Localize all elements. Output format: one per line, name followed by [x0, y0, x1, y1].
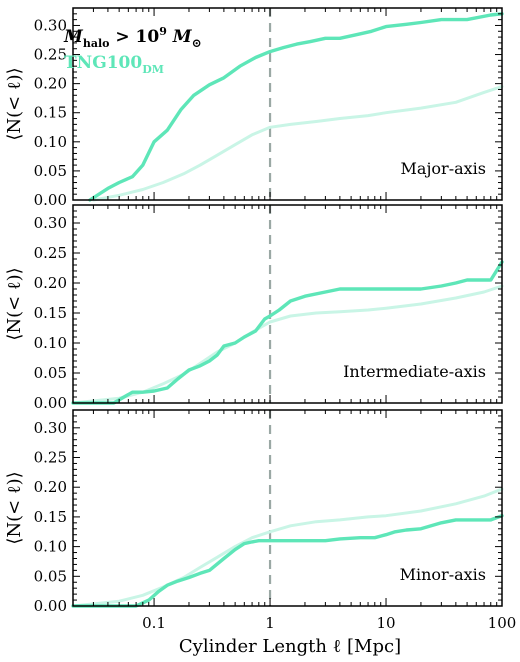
y-tick-label: 0.25: [34, 244, 67, 262]
series-line-faint: [91, 85, 504, 202]
series-line-tng100dm: [71, 260, 504, 405]
panel-minor-axis: 0.00 0.05 0.10 0.15 0.20 0.25 0.30 0.1 1 10 100 Min…: [4, 409, 517, 632]
panel-label: Major-axis: [401, 159, 486, 178]
y-tick-label: 0.30: [34, 16, 67, 34]
y-tick-label: 0.00: [34, 191, 67, 209]
panel-intermediate-axis: 0.00 0.05 0.10 0.15 0.20 0.25 0.30 Intermediate…: [4, 204, 504, 412]
y-tick-label: 0.05: [34, 364, 67, 382]
y-tick-label: 0.20: [34, 274, 67, 292]
y-tick-label: 0.20: [34, 478, 67, 496]
series-line-tng100dm: [71, 514, 504, 608]
series-line-faint: [71, 487, 504, 608]
panel-label: Intermediate-axis: [343, 362, 486, 381]
panel-label: Minor-axis: [400, 565, 486, 584]
x-tick-label: 1: [265, 614, 275, 632]
legend-mass-cut: Mhalo > 109 M⊙: [63, 25, 202, 50]
y-tick-label: 0.00: [34, 597, 67, 615]
y-tick-label: 0.05: [34, 567, 67, 585]
y-tick-label: 0.30: [34, 214, 67, 232]
y-tick-label: 0.15: [34, 508, 67, 526]
y-axis-title: ⟨N(< ℓ)⟩: [4, 471, 25, 544]
axes-frame: [72, 7, 503, 201]
y-tick-label: 0.00: [34, 394, 67, 412]
y-tick-label: 0.25: [34, 46, 67, 64]
y-tick-label: 0.10: [34, 334, 67, 352]
y-tick-label: 0.10: [34, 133, 67, 151]
x-tick-label: 100: [488, 614, 517, 632]
x-axis-title: Cylinder Length ℓ [Mpc]: [179, 636, 401, 657]
series-line-faint: [71, 284, 504, 405]
axes-frame: [72, 204, 503, 404]
y-tick-label: 0.15: [34, 304, 67, 322]
legend-series-name: TNG100DM: [64, 53, 164, 76]
y-axis-title: ⟨N(< ℓ)⟩: [4, 67, 25, 140]
y-tick-label: 0.30: [34, 419, 67, 437]
y-tick-label: 0.25: [34, 449, 67, 467]
y-tick-label: 0.05: [34, 162, 67, 180]
series-line-tng100dm: [88, 12, 504, 202]
legend: Mhalo > 109 M⊙ TNG100DM: [63, 25, 202, 76]
y-tick-label: 0.20: [34, 75, 67, 93]
y-tick-label: 0.15: [34, 104, 67, 122]
y-axis-title: ⟨N(< ℓ)⟩: [4, 267, 25, 340]
x-tick-label: 10: [376, 614, 395, 632]
x-tick-label: 0.1: [142, 614, 166, 632]
panel-major-axis: 0.00 0.05 0.10 0.15 0.20 0.25 0.30 Major-axis ⟨N…: [4, 7, 504, 209]
panels-layer: 0.00 0.05 0.10 0.15 0.20 0.25 0.30 Major-axis ⟨N…: [4, 7, 517, 632]
y-tick-label: 0.10: [34, 538, 67, 556]
axes-frame: [72, 409, 503, 607]
